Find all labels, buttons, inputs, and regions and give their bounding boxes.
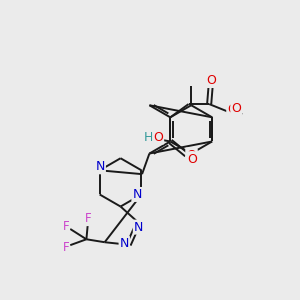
Text: N: N	[134, 220, 143, 234]
Text: F: F	[62, 241, 69, 254]
Text: O: O	[187, 152, 197, 165]
Text: N: N	[120, 237, 129, 250]
Text: F: F	[62, 220, 69, 233]
Text: N: N	[132, 188, 142, 201]
Text: O: O	[187, 150, 197, 163]
Text: O: O	[186, 148, 196, 161]
Text: O: O	[153, 130, 163, 143]
Text: F: F	[85, 212, 91, 225]
Text: H: H	[143, 130, 153, 143]
Text: O: O	[231, 102, 241, 115]
Text: O: O	[227, 103, 237, 116]
Text: N: N	[95, 160, 105, 173]
Text: O: O	[206, 74, 216, 87]
Text: O: O	[187, 153, 197, 166]
